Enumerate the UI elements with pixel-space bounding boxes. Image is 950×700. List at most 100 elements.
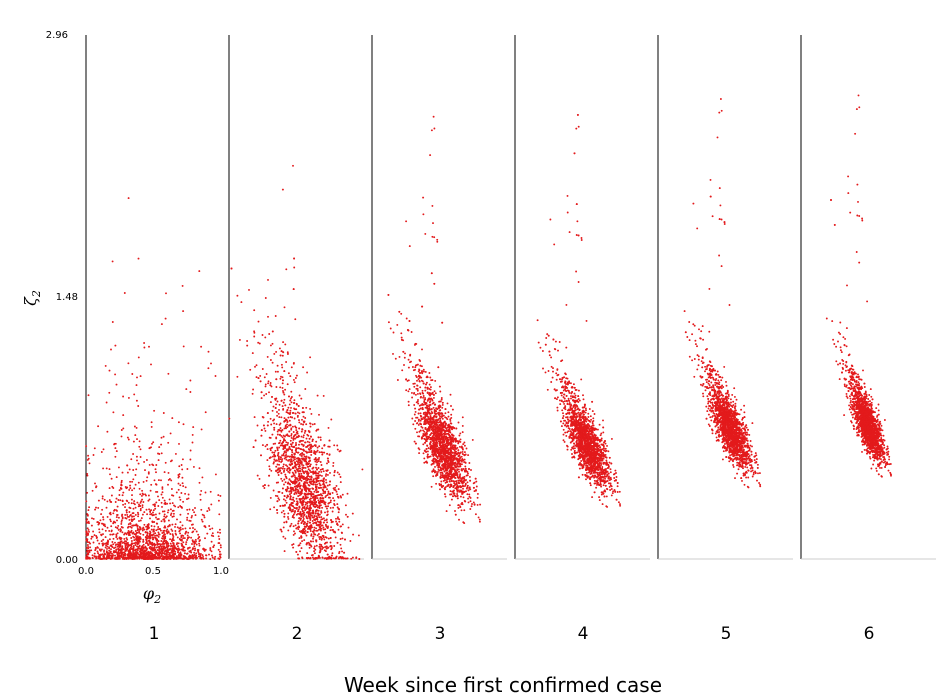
scatter-point (302, 471, 305, 473)
scatter-point (141, 492, 144, 495)
scatter-point (284, 473, 287, 476)
scatter-point (316, 461, 319, 464)
scatter-point (254, 439, 257, 442)
scatter-point (298, 412, 301, 415)
scatter-point (302, 511, 305, 514)
scatter-point (269, 456, 272, 459)
scatter-point (218, 550, 221, 553)
scatter-point (160, 550, 163, 552)
scatter-point (269, 359, 272, 361)
scatter-point (275, 350, 278, 353)
scatter-point (154, 534, 156, 537)
scatter-point (159, 548, 162, 551)
scatter-point (345, 557, 348, 560)
scatter-point (336, 448, 339, 451)
scatter-point (198, 270, 201, 273)
scatter-point (128, 557, 131, 560)
scatter-point (309, 422, 312, 425)
scatter-point (451, 408, 454, 411)
scatter-point (280, 511, 283, 514)
scatter-point (142, 551, 145, 554)
scatter-point (187, 493, 190, 496)
scatter-point (291, 543, 294, 546)
scatter-point (191, 523, 194, 526)
scatter-point (131, 558, 134, 560)
scatter-point (312, 493, 315, 496)
scatter-point (152, 503, 155, 506)
scatter-point (154, 532, 157, 535)
scatter-point (331, 552, 334, 555)
scatter-point (90, 524, 93, 527)
scatter-point (339, 495, 342, 498)
scatter-point (131, 373, 134, 375)
scatter-point (120, 429, 123, 431)
scatter-point (178, 552, 181, 555)
scatter-point (86, 556, 89, 559)
scatter-point (167, 542, 169, 545)
scatter-point (315, 527, 318, 530)
scatter-point (137, 541, 140, 544)
scatter-point (152, 511, 154, 514)
scatter-point (315, 505, 318, 508)
scatter-point (122, 548, 125, 551)
scatter-point (311, 423, 314, 426)
scatter-point (94, 549, 97, 552)
scatter-point (171, 549, 174, 552)
scatter-point (158, 446, 161, 449)
scatter-point (290, 436, 293, 439)
scatter-point (330, 418, 333, 421)
scatter-point (283, 457, 286, 460)
scatter-point (114, 373, 117, 376)
scatter-point (311, 480, 314, 483)
scatter-point (86, 472, 89, 475)
scatter-point (136, 438, 138, 441)
scatter-point (314, 489, 317, 491)
scatter-point (283, 515, 286, 518)
scatter-point (313, 452, 316, 455)
scatter-point (123, 542, 126, 545)
scatter-point (152, 543, 155, 546)
scatter-point (283, 398, 286, 401)
scatter-point (286, 494, 289, 497)
scatter-point (125, 511, 128, 514)
scatter-point (145, 548, 148, 551)
scatter-point (186, 539, 189, 541)
scatter-point (153, 525, 156, 528)
scatter-point (268, 333, 271, 335)
scatter-point (171, 553, 174, 556)
scatter-point (452, 480, 455, 483)
scatter-point (327, 546, 330, 549)
scatter-point (154, 551, 157, 554)
scatter-point (457, 479, 460, 482)
scatter-point (155, 490, 157, 493)
scatter-point (284, 343, 287, 346)
scatter-point (111, 485, 114, 488)
scatter-point (103, 550, 105, 553)
scatter-point (164, 537, 167, 540)
scatter-point (300, 397, 303, 400)
scatter-point (324, 503, 327, 506)
scatter-point (289, 464, 292, 467)
scatter-point (95, 506, 97, 509)
scatter-point (285, 419, 288, 422)
scatter-point (336, 503, 339, 506)
scatter-point (307, 430, 310, 432)
scatter-point (294, 433, 297, 436)
scatter-point (321, 451, 324, 454)
scatter-point (454, 510, 456, 512)
scatter-point (116, 545, 119, 548)
scatter-point (337, 557, 340, 560)
scatter-point (277, 474, 280, 476)
scatter-point (330, 557, 333, 560)
scatter-point (322, 492, 325, 495)
scatter-point (132, 478, 135, 481)
scatter-point (280, 363, 283, 366)
scatter-point (153, 521, 156, 523)
scatter-point (148, 552, 151, 555)
scatter-point (310, 471, 313, 474)
scatter-point (186, 498, 188, 501)
scatter-point (312, 478, 315, 481)
scatter-point (278, 460, 281, 463)
scatter-point (343, 551, 346, 554)
scatter-point (294, 532, 296, 535)
